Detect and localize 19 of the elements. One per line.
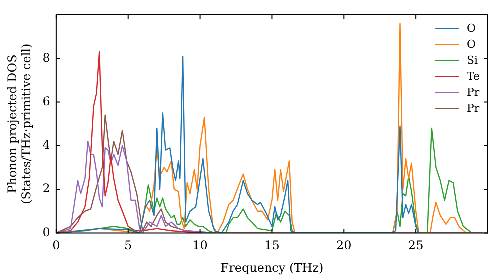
x-tick-label: 0 xyxy=(52,238,60,253)
y-tick-label: 8 xyxy=(42,50,50,65)
y-tick-label: 6 xyxy=(42,94,50,108)
legend-label: Pr xyxy=(467,86,480,98)
legend-label: O xyxy=(467,22,476,34)
legend-label: Pr xyxy=(467,102,480,114)
y-axis-title: Phonon projected DOS (States/THz·primitive cell) xyxy=(5,44,34,204)
legend-label: Te xyxy=(467,70,480,82)
y-tick-label: 0 xyxy=(42,225,50,240)
x-tick-label: 15 xyxy=(264,238,280,253)
x-tick-label: 25 xyxy=(408,238,424,253)
x-axis-title: Frequency (THz) xyxy=(220,260,324,275)
x-tick-label: 20 xyxy=(336,238,352,253)
y-tick-label: 4 xyxy=(42,138,51,152)
x-tick-label: 10 xyxy=(192,238,208,253)
x-tick-label: 5 xyxy=(124,238,132,253)
legend-label: Si xyxy=(467,54,478,66)
legend-label: O xyxy=(467,38,476,50)
y-tick-label: 2 xyxy=(42,182,50,196)
